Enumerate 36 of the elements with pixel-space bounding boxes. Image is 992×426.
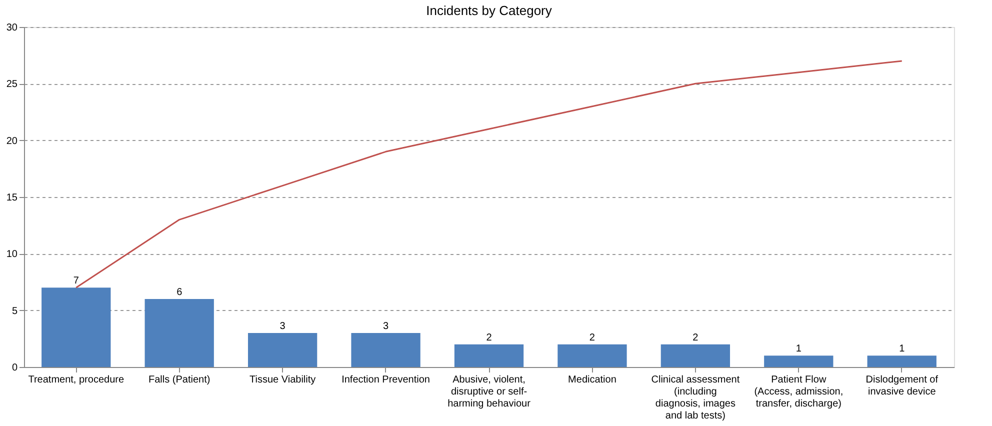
x-tick-label: Patient Flow (Access, admission, transfer, discharge) (754, 374, 844, 410)
bar (558, 344, 627, 367)
data-label: 6 (176, 287, 183, 298)
x-tick-label: Tissue Viability (249, 374, 316, 386)
bar (351, 333, 420, 367)
bar (454, 344, 524, 367)
y-tick-label: 25 (6, 79, 18, 90)
bar (248, 333, 318, 367)
data-label: 7 (73, 276, 80, 287)
line-series (75, 60, 903, 288)
bar (660, 344, 730, 367)
chart-title: Incidents by Category (426, 3, 552, 18)
x-tick-label: Abusive, violent, disruptive or self-harming behaviour (448, 374, 532, 410)
data-label: 2 (486, 332, 492, 344)
bar (144, 299, 214, 367)
x-tick-label: Dislodgement of invasive device (866, 374, 938, 398)
data-label: 1 (796, 344, 802, 355)
data-label: 3 (280, 321, 286, 332)
bar (42, 288, 111, 367)
x-tick-label: Clinical assessment (including diagnosis, images and lab tests) (651, 374, 740, 422)
data-label: 3 (383, 321, 389, 332)
x-tick-label: Infection Prevention (342, 374, 430, 386)
x-tick-label: Medication (568, 374, 616, 386)
y-tick-label: 10 (6, 249, 18, 260)
data-label: 2 (589, 332, 596, 344)
y-tick-label: 20 (6, 136, 18, 147)
bar (764, 356, 834, 367)
y-tick-label: 15 (6, 192, 18, 204)
x-tick-label: Falls (Patient) (148, 374, 210, 386)
data-label: 1 (899, 344, 906, 355)
y-tick-label: 0 (12, 362, 18, 374)
data-label: 2 (692, 332, 699, 344)
x-tick-label: Treatment, procedure (28, 374, 124, 386)
y-tick-label: 30 (6, 22, 18, 34)
bar (867, 356, 936, 367)
y-tick-label: 5 (12, 306, 18, 317)
